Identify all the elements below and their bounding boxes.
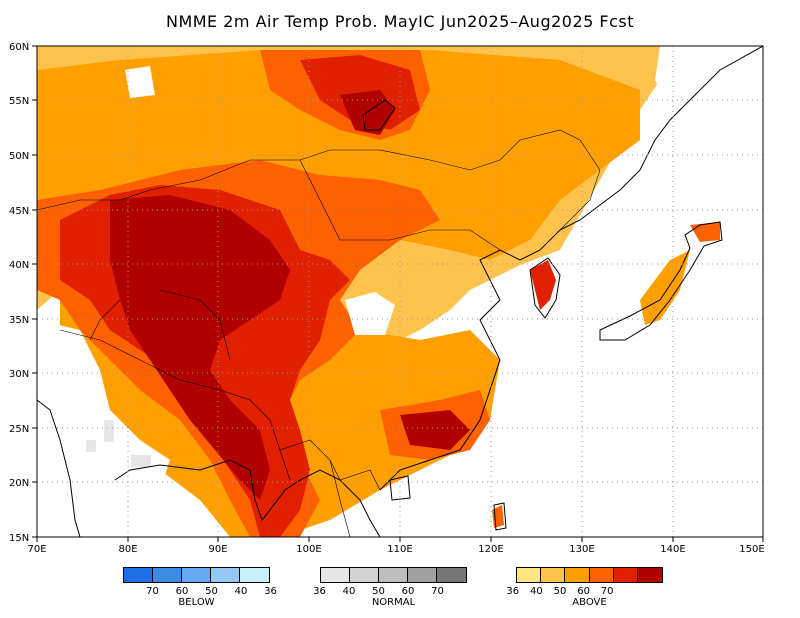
graticule [37,46,763,537]
legend-tick: 60 [401,586,415,597]
lat-label: 15N [9,533,29,544]
map-title: NMME 2m Air Temp Prob. MayIC Jun2025–Aug… [165,12,635,31]
lat-label: 25N [9,424,29,435]
legend-swatch [240,568,269,582]
legend-swatch [124,568,153,582]
legend-tick: 60 [577,586,590,597]
above-50-region [37,50,640,260]
legend-above-swatches [516,567,663,583]
legend-tick: 36 [264,586,277,597]
japan-warm [640,250,690,325]
latitude-labels: 60N 55N 50N 45N 40N 35N 30N 25N 20N 15N [9,42,29,544]
lat-label: 35N [9,315,29,326]
forecast-map: 60N 55N 50N 45N 40N 35N 30N 25N 20N 15N … [9,42,765,555]
legend-swatch [379,568,408,582]
lon-label: 140E [660,544,685,555]
legend-swatch [408,568,437,582]
lon-label: 90E [208,544,227,555]
lon-label: 100E [296,544,321,555]
lat-label: 55N [9,96,29,107]
legend-above-label: ABOVE [572,597,607,608]
lon-label: 80E [118,544,137,555]
legend-below-label: BELOW [178,597,215,608]
ne-asia-no-signal [655,46,763,140]
legend-above: 36 40 50 60 70 ABOVE [506,567,663,608]
legend-swatch [565,568,590,582]
legend-tick: 50 [205,586,218,597]
legend-swatch [541,568,566,582]
lon-label: 110E [387,544,412,555]
legend-swatch [182,568,211,582]
legend-tick: 60 [175,586,189,597]
lon-label: 150E [739,544,764,555]
lat-label: 40N [9,260,29,271]
normal-patch [86,440,96,452]
legend-swatch [350,568,379,582]
central-no-signal [345,292,395,335]
legend-tick: 50 [553,586,567,597]
ocean-east [490,60,763,537]
legend-tick: 36 [313,586,326,597]
lat-label: 20N [9,478,29,489]
normal-patch [131,455,151,467]
legend-tick: 50 [372,586,385,597]
legend-normal: 36 40 50 60 70 NORMAL [313,567,467,608]
lon-label: 130E [569,544,594,555]
legend-tick: 70 [146,586,159,597]
legend-normal-label: NORMAL [371,597,416,608]
legend-below-swatches [123,567,270,583]
legend-tick: 40 [234,586,248,597]
lat-label: 60N [9,42,29,53]
legend-swatch [321,568,350,582]
legend-swatch [211,568,240,582]
lon-label: 120E [478,544,503,555]
north-no-signal [125,66,155,98]
legend-swatch [613,568,638,582]
above-70-korea [530,260,556,310]
legend-tick: 70 [431,586,444,597]
legend-tick: 40 [530,586,543,597]
legend-swatch [437,568,466,582]
longitude-labels: 70E 80E 90E 100E 110E 120E 130E 140E 150… [27,544,764,555]
legend-swatch [589,568,614,582]
legend-tick: 70 [600,586,614,597]
legend-swatch [153,568,182,582]
lat-label: 50N [9,151,29,162]
axis-ticks [32,45,764,542]
country-borders [37,129,601,537]
lat-label: 30N [9,369,29,380]
above-very-high-se [400,410,470,450]
legend-below: 70 60 50 40 36 BELOW [123,567,277,608]
legend-normal-swatches [320,567,467,583]
normal-patch [104,420,114,442]
legend-tick: 40 [342,586,356,597]
lon-label: 70E [27,544,46,555]
legend-tick: 36 [506,586,520,597]
above-very-high [110,195,290,500]
legend-swatch [637,568,662,582]
legend-swatch [517,568,542,582]
probability-shading [37,46,763,537]
lat-label: 45N [9,206,29,217]
